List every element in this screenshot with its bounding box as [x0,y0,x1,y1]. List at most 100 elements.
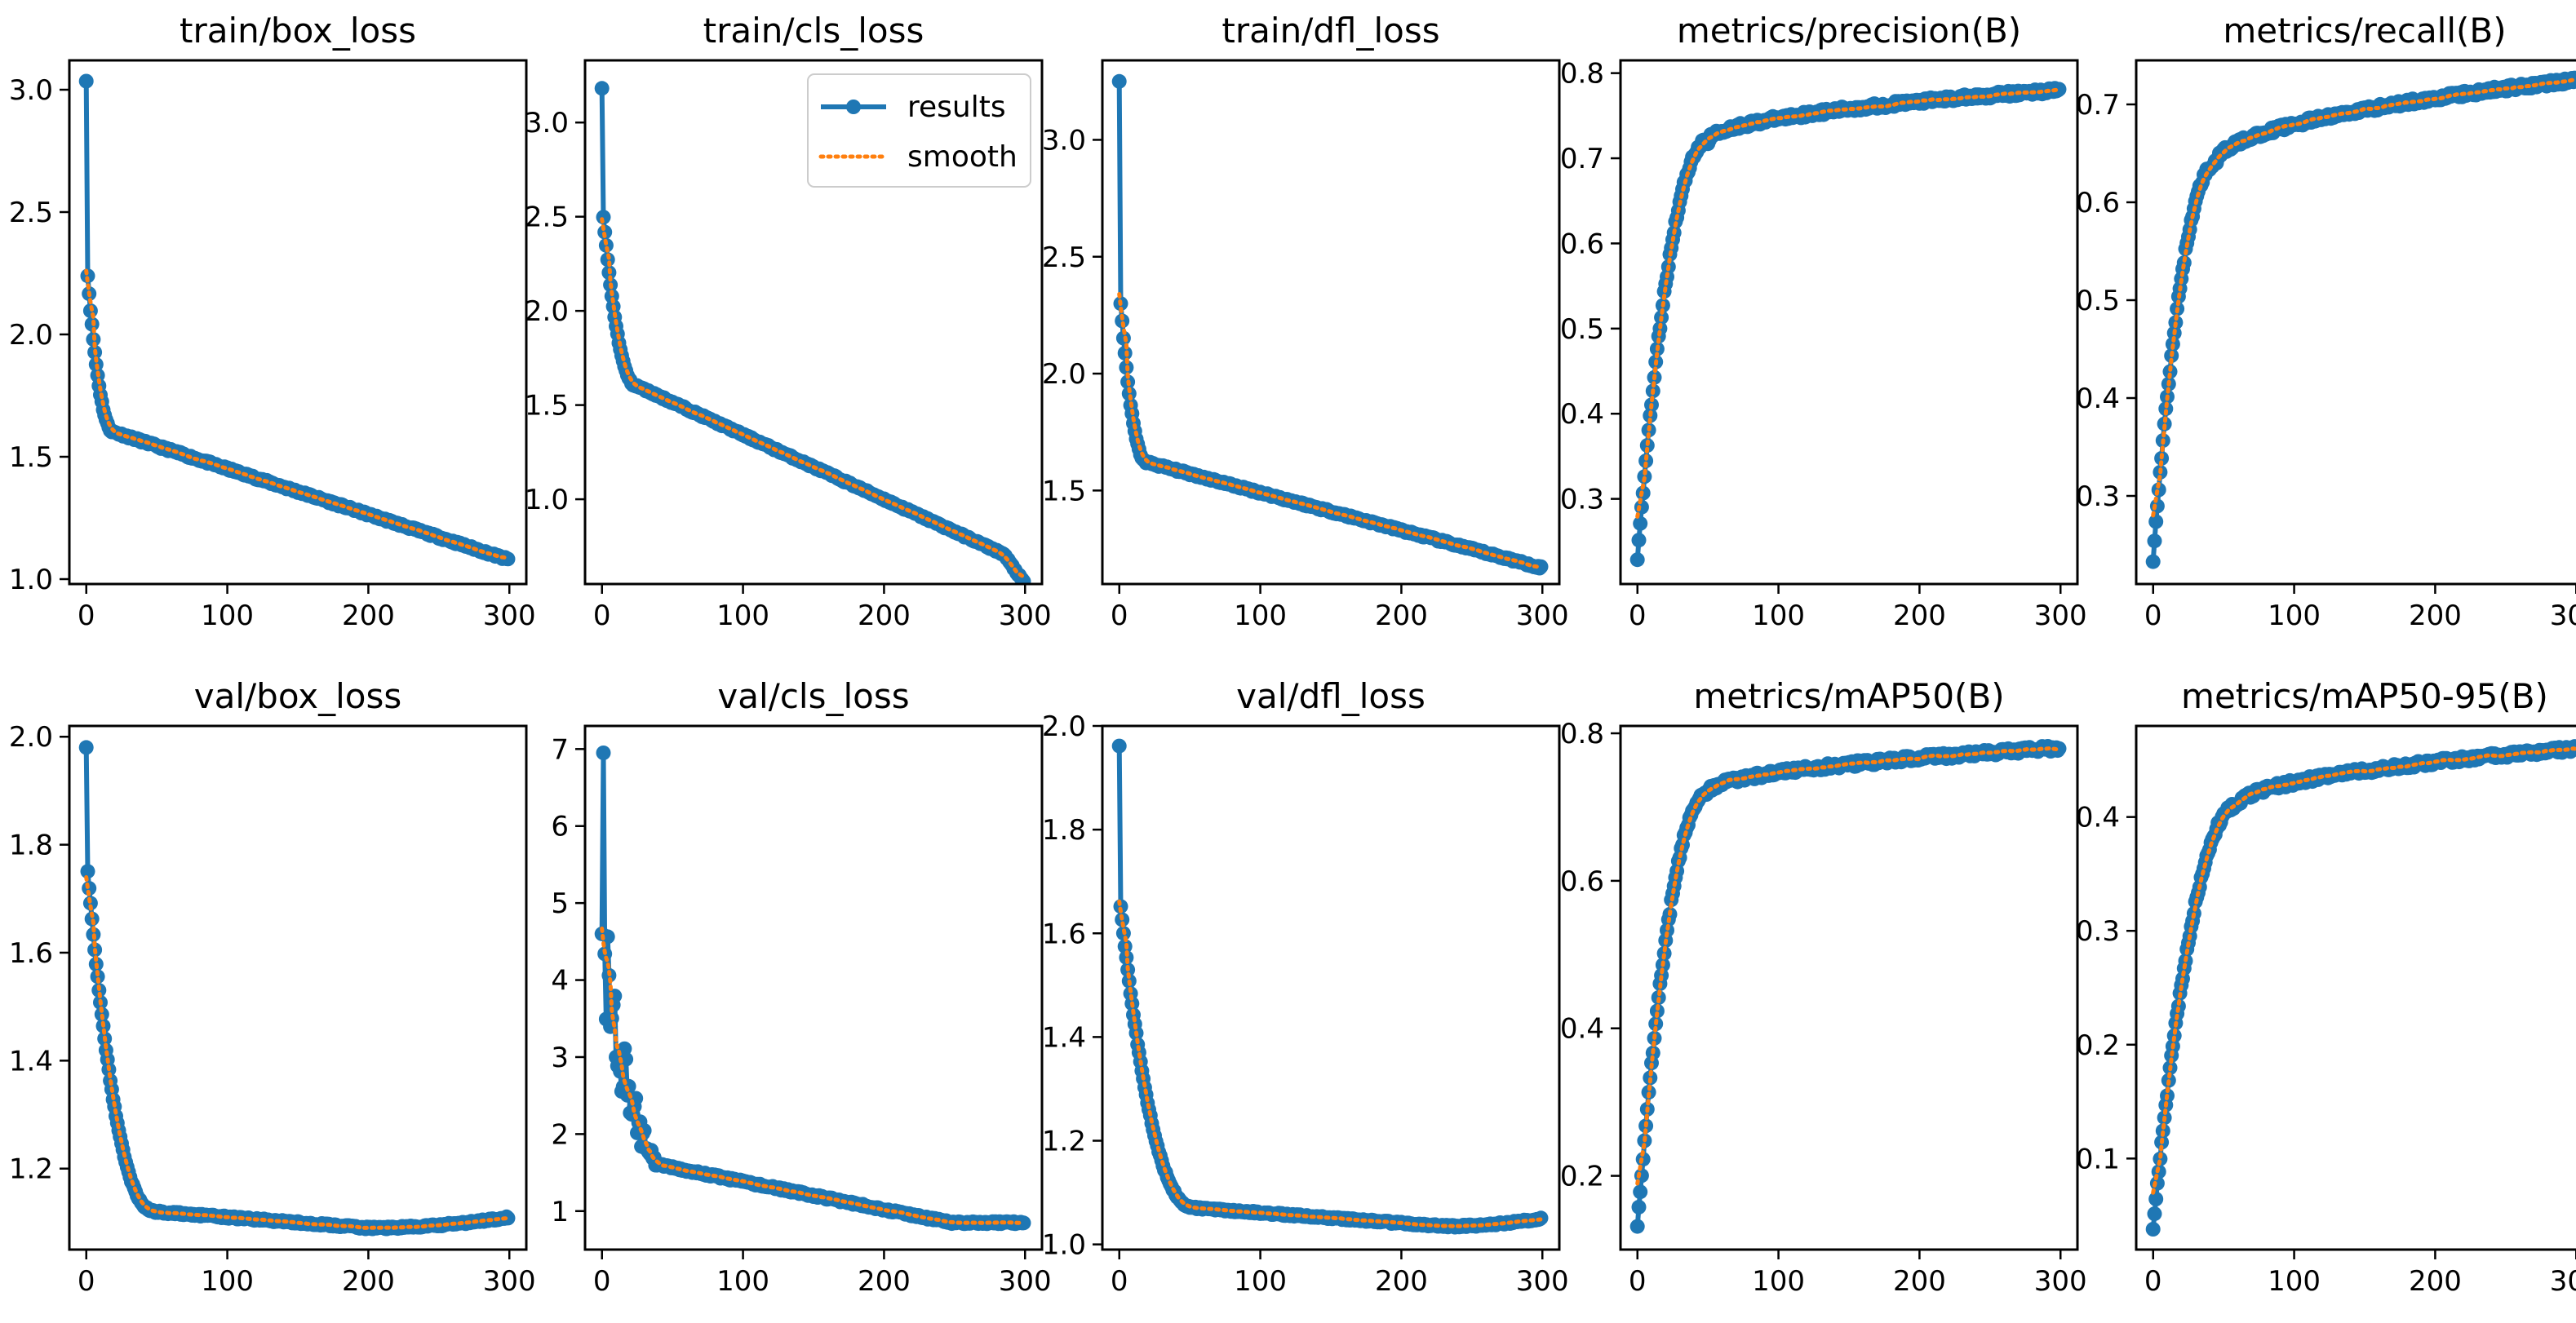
y-tick-label: 7 [551,733,569,766]
x-tick-label: 0 [78,600,95,632]
results-marker [2147,533,2162,549]
chart-title: train/dfl_loss [1221,11,1439,51]
x-tick-label: 0 [593,1265,611,1298]
chart-title: val/box_loss [194,676,401,716]
y-tick-label: 0.6 [2076,187,2120,219]
chart-panel-2: train/cls_loss 0 100 200 300 1.0 1.5 2.0 2.5 3.0 r… [525,11,1052,632]
results-marker [1629,552,1645,568]
chart-panel-7: val/cls_loss 0 100 200 300 1 2 3 4 5 6 7 [551,676,1051,1298]
smooth-line [2151,746,2576,1195]
x-tick-label: 300 [2034,600,2087,632]
chart-legend: results smooth [807,73,1031,188]
x-tick-label: 200 [342,600,395,632]
results-marker [84,911,100,927]
results-marker [1119,949,1134,965]
chart-title: metrics/recall(B) [2223,11,2506,51]
results-marker [500,1210,516,1226]
axes-frame [583,724,1044,1251]
results-marker [1111,738,1127,754]
x-tick-label: 0 [1629,600,1647,632]
x-tick-label: 200 [342,1265,395,1298]
results-marker [598,237,614,253]
results-marker [2051,82,2067,97]
x-tick-label: 100 [1752,1265,1805,1298]
x-tick-label: 200 [1375,600,1428,632]
results-marker [2148,1192,2164,1206]
legend-results-marker [846,100,861,114]
y-tick-label: 1.5 [9,441,53,474]
y-tick-label: 0.3 [1560,484,1604,516]
y-tick-label: 1.2 [1042,1126,1086,1158]
results-marker [1111,73,1127,89]
x-tick-label: 300 [1516,1265,1569,1298]
x-tick-label: 0 [1111,1265,1128,1298]
y-tick-label: 2.0 [1042,710,1086,743]
smooth-line [600,927,1026,1225]
results-marker [1121,386,1137,401]
y-tick-label: 0.7 [2076,89,2120,122]
x-tick-label: 300 [999,600,1052,632]
y-tick-label: 0.5 [1560,313,1604,346]
plot-area [78,73,516,567]
y-tick-label: 1.4 [1042,1021,1086,1054]
y-tick-label: 0.6 [1560,228,1604,260]
x-tick-label: 300 [483,1265,536,1298]
chart-title: val/cls_loss [717,676,909,716]
chart-panel-10: metrics/mAP50-95(B) 0 100 200 300 0.1 0.2 0.3 0.… [2076,676,2576,1298]
y-tick-label: 0.4 [2076,383,2120,415]
results-marker [2158,401,2174,417]
y-tick-label: 2.5 [1042,241,1086,274]
x-tick-label: 200 [1893,600,1946,632]
results-marker [596,210,611,225]
y-tick-label: 2.0 [9,319,53,352]
chart-panel-4: metrics/precision(B) 0 100 200 300 0.3 0.4 0.5 0… [1560,11,2087,632]
results-marker [500,551,516,567]
chart-panel-9: metrics/mAP50(B) 0 100 200 300 0.2 0.4 0.6 0.8 [1560,676,2087,1298]
y-tick-label: 0.4 [1560,1013,1604,1046]
results-marker [2147,1206,2162,1222]
axes-frame [1101,724,1561,1251]
chart-title: metrics/precision(B) [1677,11,2021,51]
y-tick-label: 3.0 [525,107,569,139]
x-tick-label: 300 [2550,1265,2576,1298]
y-tick-label: 3.0 [9,74,53,107]
x-tick-label: 200 [858,600,911,632]
y-tick-label: 0.6 [1560,865,1604,898]
plot-area [594,746,1031,1232]
plot-area [594,81,1031,584]
x-tick-label: 300 [483,600,536,632]
x-tick-label: 300 [2034,1265,2087,1298]
results-marker [1649,1003,1665,1019]
chart-panel-3: train/dfl_loss 0 100 200 300 1.5 2.0 2.5 3.0 [1042,11,1569,632]
y-tick-label: 1.0 [525,484,569,516]
results-marker [2170,998,2186,1014]
x-tick-label: 200 [858,1265,911,1298]
results-marker [80,864,95,879]
x-tick-label: 100 [1234,600,1287,632]
smooth-line [2151,77,2576,518]
x-tick-label: 100 [201,1265,254,1298]
x-tick-label: 0 [2144,600,2162,632]
chart-panel-6: val/box_loss 0 100 200 300 1.2 1.4 1.6 1.8 2.0 [9,676,536,1298]
y-tick-label: 2.0 [525,295,569,328]
plot-area [1629,739,2067,1234]
axes-frame [583,59,1044,586]
results-markers [594,746,1031,1232]
smooth-line [600,217,1026,579]
x-tick-label: 200 [2409,600,2462,632]
chart-title: metrics/mAP50-95(B) [2181,676,2548,716]
y-tick-label: 0.3 [2076,480,2120,513]
results-marker [2176,255,2192,271]
smooth-line [84,875,510,1230]
y-tick-label: 0.5 [2076,285,2120,317]
legend-smooth-label: smooth [907,140,1018,174]
x-tick-label: 200 [1375,1265,1428,1298]
y-tick-label: 0.3 [2076,915,2120,948]
x-tick-label: 0 [1629,1265,1647,1298]
y-tick-label: 1.6 [1042,918,1086,950]
smooth-line [1635,746,2061,1186]
x-tick-label: 300 [1516,600,1569,632]
chart-panel-5: metrics/recall(B) 0 100 200 300 0.3 0.4 0.5 0.6 0… [2076,11,2576,632]
